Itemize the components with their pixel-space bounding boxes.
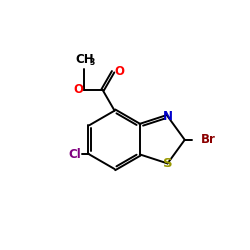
Text: S: S bbox=[163, 157, 172, 170]
Text: O: O bbox=[73, 84, 83, 96]
Text: N: N bbox=[162, 110, 172, 123]
Text: Br: Br bbox=[201, 133, 216, 146]
Text: CH: CH bbox=[75, 53, 94, 66]
Text: 3: 3 bbox=[89, 58, 94, 67]
Text: O: O bbox=[114, 65, 124, 78]
Text: Cl: Cl bbox=[68, 148, 81, 161]
